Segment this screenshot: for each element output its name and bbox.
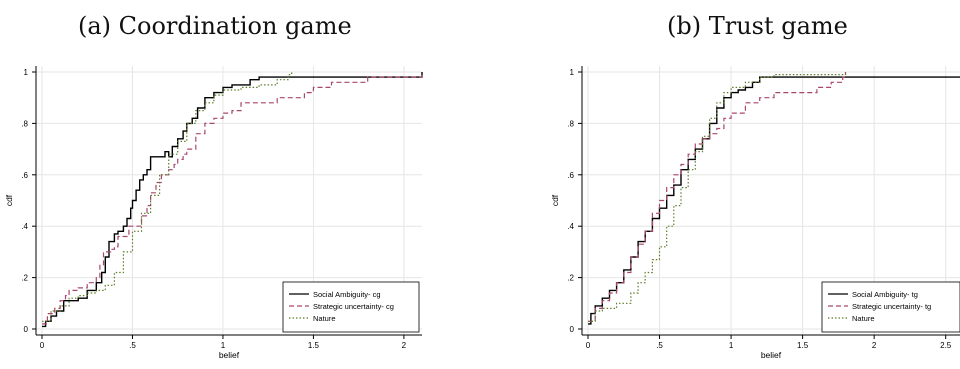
x-tick-label: 2.5 [940, 341, 952, 350]
legend-label: Strategic uncertainty- cg [313, 302, 394, 311]
x-tick-label: 2 [402, 341, 407, 350]
y-tick-label: .8 [567, 119, 574, 128]
x-tick-label: 1.5 [797, 341, 809, 350]
y-tick-label: 1 [570, 68, 575, 77]
legend-label: Strategic uncertainty- tg [852, 302, 931, 311]
y-tick-label: 0 [24, 325, 29, 334]
y-tick-label: .4 [567, 222, 574, 231]
y-tick-label: .2 [21, 274, 28, 283]
legend: Social Ambiguity- tg Strategic uncertaint… [821, 281, 960, 333]
x-axis-title: belief [761, 350, 782, 360]
legend-box [821, 281, 960, 333]
y-tick-label: 1 [24, 68, 29, 77]
chart-b: 0 .2 .4 .6 .8 1 0 .5 1 1.5 2 2.5 belief cdf Social Amb… [550, 66, 960, 360]
x-axis-title: belief [219, 350, 240, 360]
y-tick-label: 0 [570, 325, 575, 334]
x-tick-label: .5 [656, 341, 663, 350]
y-tick-label: .2 [567, 274, 574, 283]
legend: Social Ambiguity- cg Strategic uncertaint… [282, 281, 420, 333]
panel-b-title: (b) Trust game [667, 12, 848, 40]
y-tick-label: .6 [567, 171, 574, 180]
series-line-1 [588, 72, 847, 322]
chart-a: 0 .2 .4 .6 .8 1 0 .5 1 1.5 2 belief cdf Social Ambigu… [4, 66, 423, 360]
legend-label: Social Ambiguity- cg [313, 290, 381, 299]
x-tick-label: 1 [729, 341, 734, 350]
x-tick-label: 0 [586, 341, 591, 350]
legend-label: Social Ambiguity- tg [852, 290, 918, 299]
y-tick-label: .4 [21, 222, 28, 231]
y-axis-title: cdf [4, 194, 14, 206]
series-line-2 [588, 72, 847, 322]
series-line-0 [42, 72, 423, 328]
panel-a-title: (a) Coordination game [78, 12, 352, 40]
x-tick-label: 2 [872, 341, 877, 350]
series-line-1 [42, 74, 423, 325]
x-tick-label: 0 [40, 341, 45, 350]
series-line-0 [588, 76, 960, 325]
legend-box [282, 281, 420, 333]
x-tick-label: 1.5 [308, 341, 320, 350]
legend-label: Nature [313, 314, 336, 323]
x-tick-label: .5 [129, 341, 136, 350]
y-axis-title: cdf [550, 194, 560, 206]
y-tick-label: .6 [21, 171, 28, 180]
y-tick-label: .8 [21, 119, 28, 128]
x-tick-label: 1 [221, 341, 226, 350]
legend-label: Nature [852, 314, 875, 323]
